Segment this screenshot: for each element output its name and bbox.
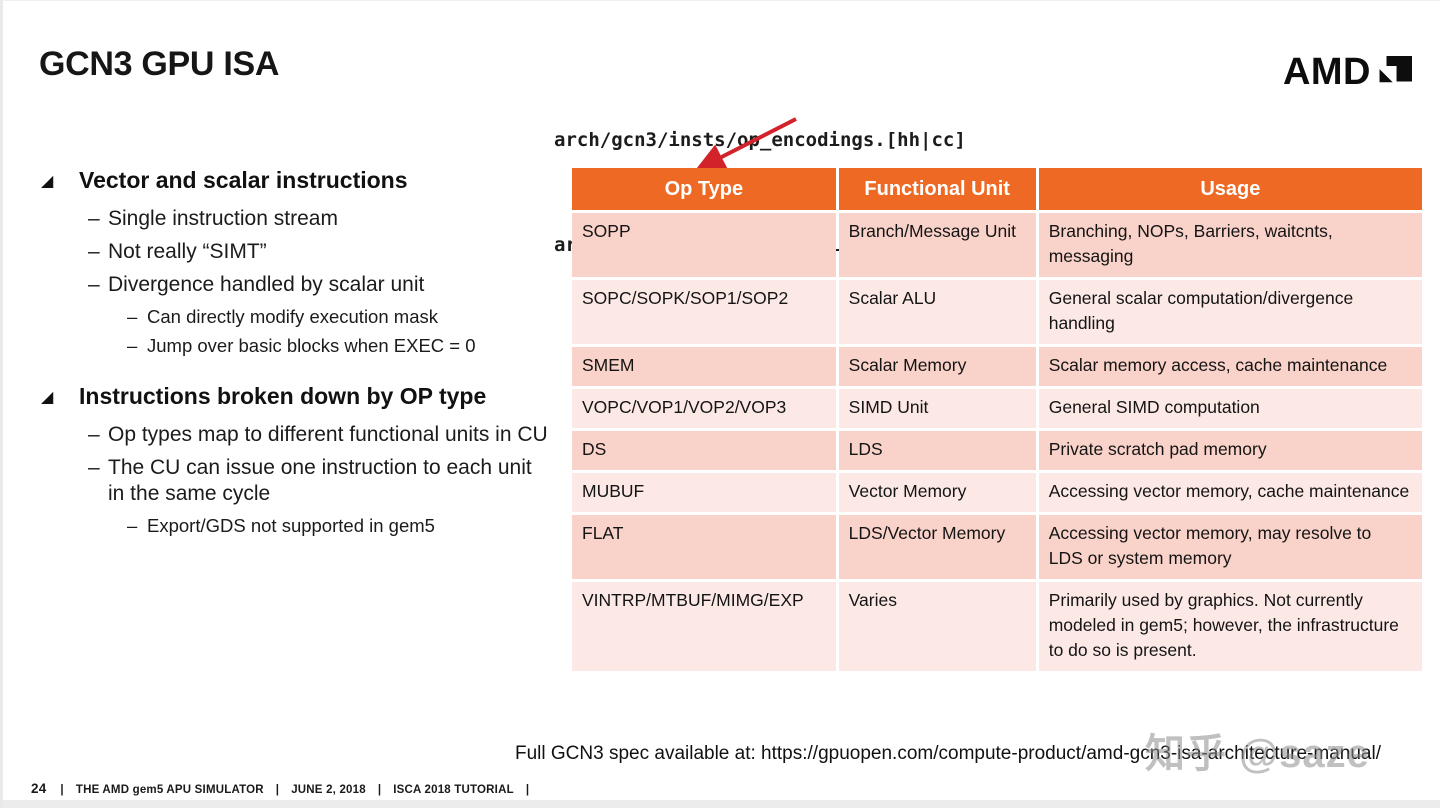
dash-bullet-icon: – [127, 515, 138, 536]
usage-cell: Scalar memory access, cache maintenance [1038, 347, 1422, 386]
footer-item-date: JUNE 2, 2018 [291, 784, 366, 796]
table-row: VOPC/VOP1/VOP2/VOP3 SIMD Unit General SI… [572, 389, 1422, 428]
amd-arrow-icon [1371, 55, 1412, 90]
bullet-subitem: – Export/GDS not supported in gem5 [127, 514, 553, 537]
functional-unit-cell: Scalar ALU [838, 280, 1036, 344]
bullet-item: – Single instruction stream [88, 206, 553, 232]
dash-bullet-icon: – [88, 273, 100, 296]
header-usage: Usage [1038, 168, 1422, 210]
table-row: SOPP Branch/Message Unit Branching, NOPs… [572, 213, 1422, 277]
table-row: FLAT LDS/Vector Memory Accessing vector … [572, 515, 1422, 579]
footer-divider: | [525, 784, 530, 796]
table-row: VINTRP/MTBUF/MIMG/EXP Varies Primarily u… [572, 582, 1422, 671]
triangle-bullet-icon: ◢ [41, 173, 54, 190]
op-type-cell: SMEM [572, 347, 836, 386]
header-op-type: Op Type [572, 168, 836, 210]
usage-cell: Branching, NOPs, Barriers, waitcnts, mes… [1038, 213, 1422, 277]
bullet-label: Divergence handled by scalar unit [108, 273, 425, 296]
bullet-label: Instructions broken down by OP type [79, 383, 487, 409]
op-type-cell: VINTRP/MTBUF/MIMG/EXP [572, 582, 836, 671]
bullet-item: – Not really “SIMT” [88, 239, 553, 265]
page-number: 24 [31, 781, 47, 796]
functional-unit-cell: Branch/Message Unit [838, 213, 1036, 277]
header-functional-unit: Functional Unit [838, 168, 1036, 210]
slide-title: GCN3 GPU ISA [39, 45, 280, 83]
bullet-label: Jump over basic blocks when EXEC = 0 [147, 335, 476, 356]
functional-unit-cell: Varies [838, 582, 1036, 671]
dash-bullet-icon: – [127, 335, 138, 356]
op-type-table: Op Type Functional Unit Usage SOPP Branc… [569, 165, 1425, 674]
table-row: SMEM Scalar Memory Scalar memory access,… [572, 347, 1422, 386]
amd-logo-text: AMD [1282, 51, 1371, 93]
footer-item-simulator: THE AMD gem5 APU SIMULATOR [75, 784, 264, 796]
table-row: SOPC/SOPK/SOP1/SOP2 Scalar ALU General s… [572, 280, 1422, 344]
bullet-subitem: – Can directly modify execution mask [127, 305, 553, 328]
dash-bullet-icon: – [88, 240, 100, 263]
usage-cell: Accessing vector memory, may resolve to … [1038, 515, 1422, 579]
table-header-row: Op Type Functional Unit Usage [572, 168, 1422, 210]
usage-cell: Primarily used by graphics. Not currentl… [1038, 582, 1422, 671]
dash-bullet-icon: – [88, 456, 100, 479]
bullet-section2-title: ◢ Instructions broken down by OP type [41, 383, 553, 413]
viewer-bottom-edge [3, 800, 1440, 808]
functional-unit-cell: SIMD Unit [838, 389, 1036, 428]
footer-divider: | [60, 784, 64, 796]
slide-footer: 24 | THE AMD gem5 APU SIMULATOR | JUNE 2… [31, 781, 529, 796]
bullet-label: Single instruction stream [108, 207, 338, 230]
op-type-cell: MUBUF [572, 473, 836, 512]
table-row: MUBUF Vector Memory Accessing vector mem… [572, 473, 1422, 512]
bullet-item: – Op types map to different functional u… [88, 422, 553, 448]
bullet-label: The CU can issue one instruction to each… [108, 456, 532, 505]
usage-cell: General SIMD computation [1038, 389, 1422, 428]
bullet-item: – Divergence handled by scalar unit [88, 272, 553, 298]
usage-cell: Accessing vector memory, cache maintenan… [1038, 473, 1422, 512]
footer-divider: | [275, 784, 280, 796]
footer-item-tutorial: ISCA 2018 TUTORIAL [393, 784, 514, 796]
dash-bullet-icon: – [88, 423, 100, 446]
op-type-cell: FLAT [572, 515, 836, 579]
bullet-label: Can directly modify execution mask [147, 306, 438, 327]
dash-bullet-icon: – [88, 207, 100, 230]
footer-divider: | [377, 784, 382, 796]
op-type-cell: DS [572, 431, 836, 470]
bullet-label: Vector and scalar instructions [79, 167, 408, 193]
bullet-label: Not really “SIMT” [108, 240, 267, 263]
functional-unit-cell: LDS [838, 431, 1036, 470]
dash-bullet-icon: – [127, 306, 138, 327]
op-type-cell: VOPC/VOP1/VOP2/VOP3 [572, 389, 836, 428]
op-type-cell: SOPP [572, 213, 836, 277]
triangle-bullet-icon: ◢ [41, 389, 54, 406]
functional-unit-cell: Vector Memory [838, 473, 1036, 512]
usage-cell: General scalar computation/divergence ha… [1038, 280, 1422, 344]
op-type-cell: SOPC/SOPK/SOP1/SOP2 [572, 280, 836, 344]
bullet-subitem: – Jump over basic blocks when EXEC = 0 [127, 334, 553, 357]
bullet-item: – The CU can issue one instruction to ea… [88, 455, 553, 507]
bullet-label: Export/GDS not supported in gem5 [147, 515, 435, 536]
usage-cell: Private scratch pad memory [1038, 431, 1422, 470]
bullet-label: Op types map to different functional uni… [108, 423, 548, 446]
zhihu-watermark: 知乎 @saze [1145, 732, 1370, 776]
spec-footnote: Full GCN3 spec available at: https://gpu… [515, 743, 1381, 764]
functional-unit-cell: Scalar Memory [838, 347, 1036, 386]
code-path-op-encodings: arch/gcn3/insts/op_encodings.[hh|cc] [554, 129, 966, 151]
functional-unit-cell: LDS/Vector Memory [838, 515, 1036, 579]
bullet-section1-title: ◢ Vector and scalar instructions [41, 167, 553, 197]
table-row: DS LDS Private scratch pad memory [572, 431, 1422, 470]
amd-logo: AMD [1283, 51, 1412, 94]
bullet-list: ◢ Vector and scalar instructions – Singl… [41, 167, 553, 543]
